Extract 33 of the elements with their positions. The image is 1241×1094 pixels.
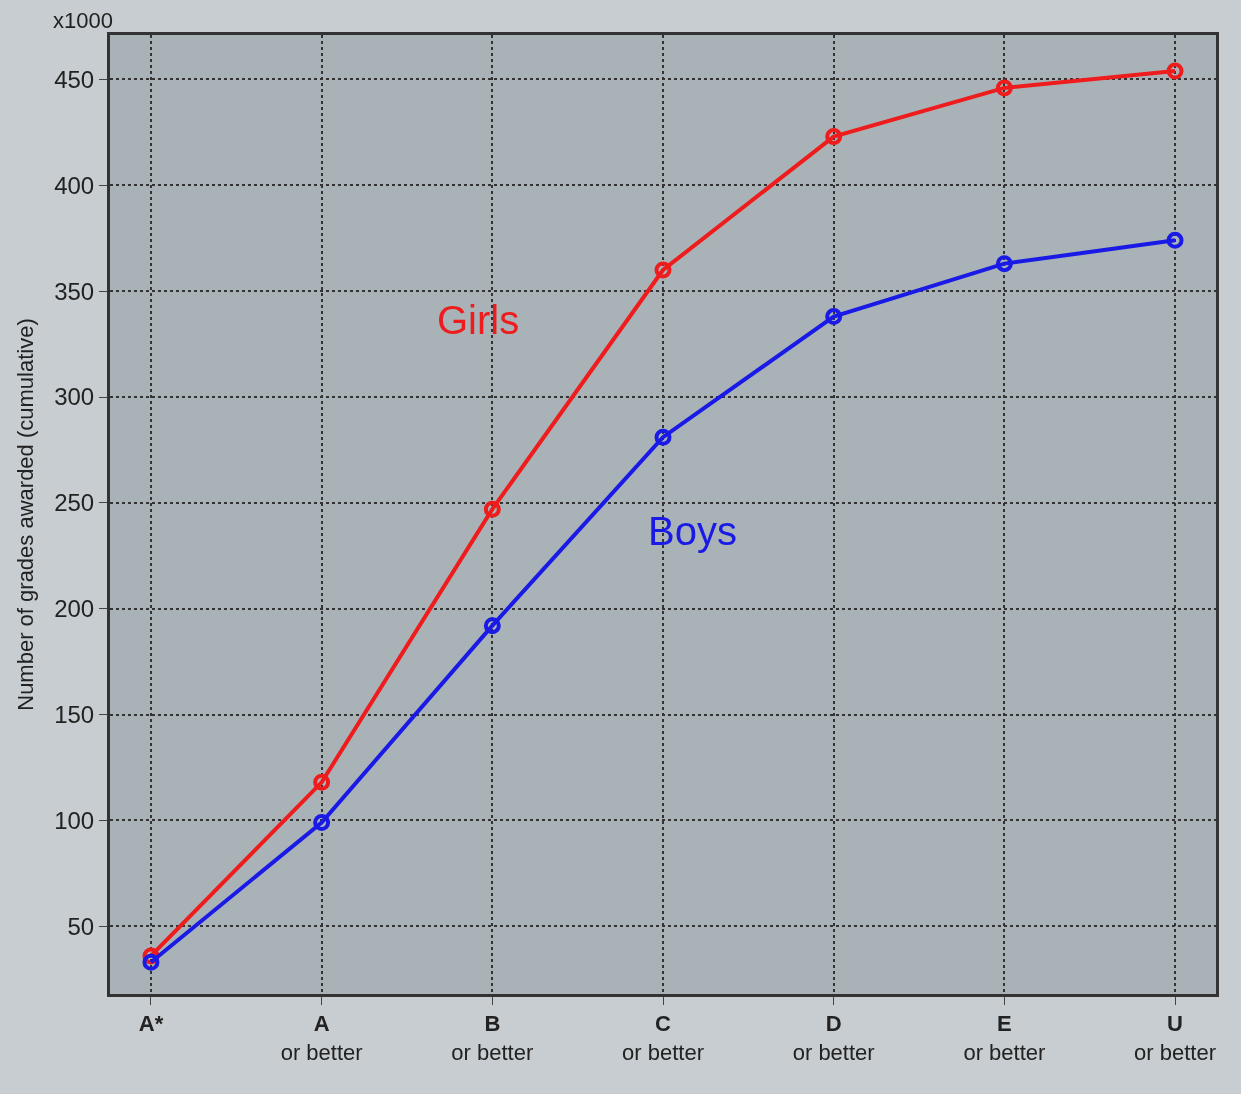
y-tick-label: 200 [54, 595, 95, 623]
series-label: Boys [648, 509, 737, 553]
point [1166, 62, 1184, 80]
x-tick-label: D or better [792, 1011, 875, 1065]
y-tick-label: 450 [54, 65, 95, 93]
x-tick-label: B or better [451, 1011, 534, 1065]
series-label: Girls [437, 298, 520, 342]
x-tick-label: A or better [280, 1011, 363, 1065]
point [995, 255, 1013, 273]
point [483, 500, 501, 518]
y-tick-label: 50 [67, 912, 95, 940]
y-tick-label: 350 [54, 277, 95, 305]
point [654, 261, 672, 279]
y-tick-label: 300 [54, 383, 95, 411]
point [142, 953, 160, 971]
y-tick-label: 150 [54, 700, 95, 728]
y-tick-label: 100 [54, 806, 95, 834]
point [654, 428, 672, 446]
text: x1000 [53, 8, 113, 33]
y-axis-title: Number of grades awarded (cumulative) [12, 318, 38, 711]
y-tick-label: 400 [54, 171, 95, 199]
x-tick-label: U or better [1134, 1011, 1217, 1065]
y-tick-label: 250 [54, 489, 95, 517]
point [313, 814, 331, 832]
point [825, 128, 843, 146]
point [995, 79, 1013, 97]
x-tick-label: E or better [963, 1011, 1046, 1065]
x-tick-label: C or better [622, 1011, 704, 1065]
point [825, 308, 843, 326]
x-tick-label: A* [138, 1011, 164, 1037]
point [313, 773, 331, 791]
point [1166, 231, 1184, 249]
point [483, 617, 501, 635]
